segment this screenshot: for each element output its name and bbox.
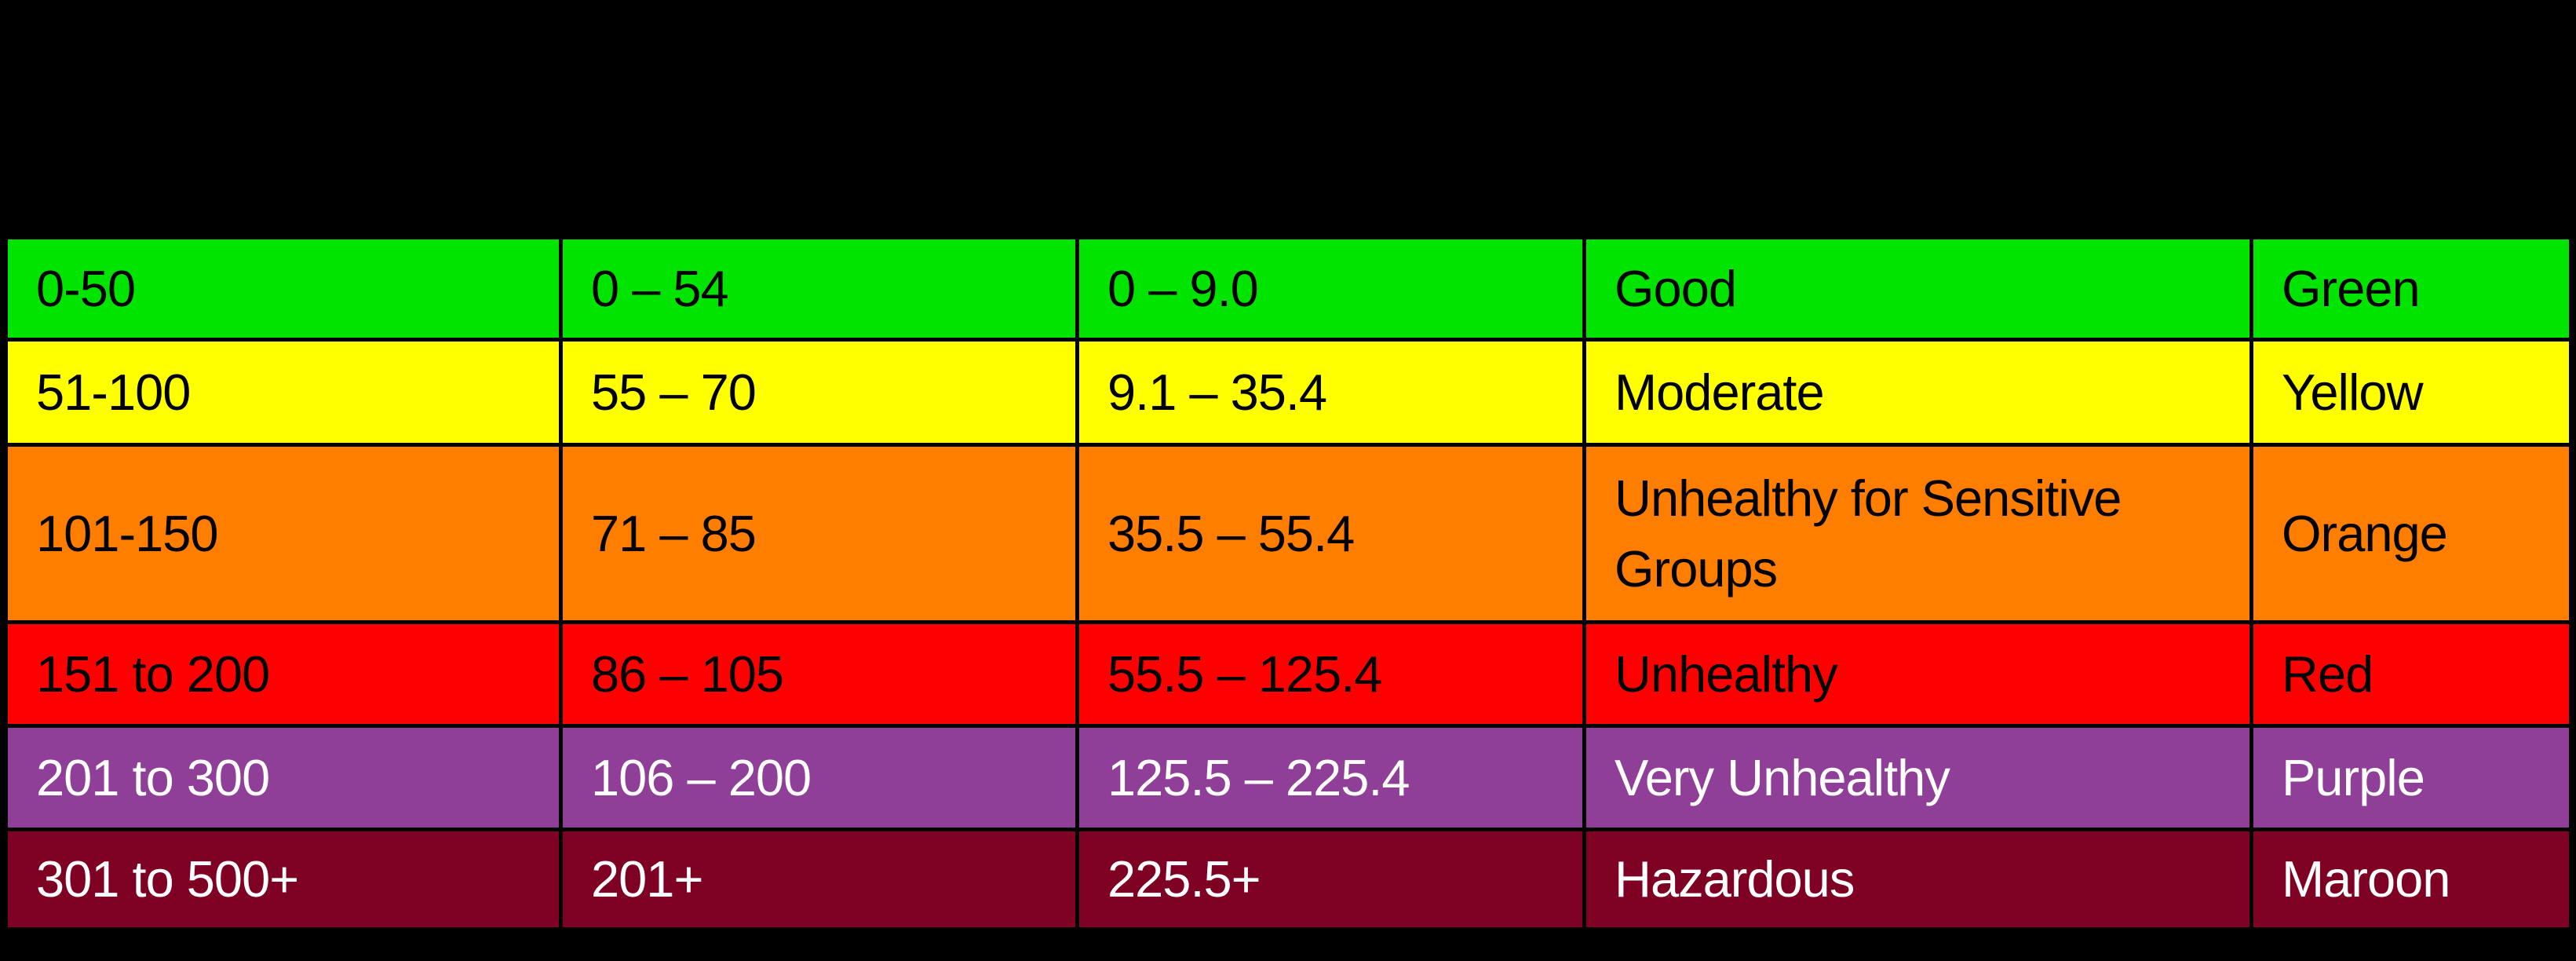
cell-secondary-range: 86 – 105 <box>559 620 1079 728</box>
cell-concentration-range: 35.5 – 55.4 <box>1075 443 1586 624</box>
cell-aqi-range: 101-150 <box>4 443 563 624</box>
cell-color-name: Purple <box>2249 724 2573 831</box>
table-row: 51-100 55 – 70 9.1 – 35.4 Moderate Yellow <box>4 338 2573 447</box>
cell-concentration-range: 55.5 – 125.4 <box>1075 620 1586 728</box>
cell-color-name: Yellow <box>2249 338 2573 447</box>
cell-secondary-range: 55 – 70 <box>559 338 1079 447</box>
cell-aqi-range: 301 to 500+ <box>4 828 563 931</box>
cell-aqi-range: 151 to 200 <box>4 620 563 728</box>
aqi-table: 0-50 0 – 54 0 – 9.0 Good Green 51-100 55 – 70 9… <box>4 236 2573 931</box>
cell-aqi-range: 201 to 300 <box>4 724 563 831</box>
cell-secondary-range: 106 – 200 <box>559 724 1079 831</box>
table-row: 151 to 200 86 – 105 55.5 – 125.4 Unhealthy R… <box>4 620 2573 728</box>
cell-concentration-range: 9.1 – 35.4 <box>1075 338 1586 447</box>
cell-aqi-range: 51-100 <box>4 338 563 447</box>
cell-color-name: Red <box>2249 620 2573 728</box>
cell-category: Good <box>1582 236 2253 342</box>
cell-color-name: Orange <box>2249 443 2573 624</box>
cell-color-name: Green <box>2249 236 2573 342</box>
cell-category: Unhealthy for Sensitive Groups <box>1582 443 2253 624</box>
cell-secondary-range: 0 – 54 <box>559 236 1079 342</box>
table-row: 0-50 0 – 54 0 – 9.0 Good Green <box>4 236 2573 342</box>
top-black-area <box>0 0 2576 236</box>
table-row: 301 to 500+ 201+ 225.5+ Hazardous Maroon <box>4 828 2573 931</box>
cell-category: Unhealthy <box>1582 620 2253 728</box>
cell-aqi-range: 0-50 <box>4 236 563 342</box>
cell-category: Very Unhealthy <box>1582 724 2253 831</box>
table-row: 201 to 300 106 – 200 125.5 – 225.4 Very Unh… <box>4 724 2573 831</box>
cell-secondary-range: 201+ <box>559 828 1079 931</box>
aqi-table-body: 0-50 0 – 54 0 – 9.0 Good Green 51-100 55 – 70 9… <box>4 236 2573 931</box>
cell-concentration-range: 0 – 9.0 <box>1075 236 1586 342</box>
cell-secondary-range: 71 – 85 <box>559 443 1079 624</box>
cell-category: Moderate <box>1582 338 2253 447</box>
cell-concentration-range: 225.5+ <box>1075 828 1586 931</box>
cell-category: Hazardous <box>1582 828 2253 931</box>
cell-color-name: Maroon <box>2249 828 2573 931</box>
table-row: 101-150 71 – 85 35.5 – 55.4 Unhealthy for S… <box>4 443 2573 624</box>
bottom-black-area <box>0 934 2576 961</box>
cell-concentration-range: 125.5 – 225.4 <box>1075 724 1586 831</box>
